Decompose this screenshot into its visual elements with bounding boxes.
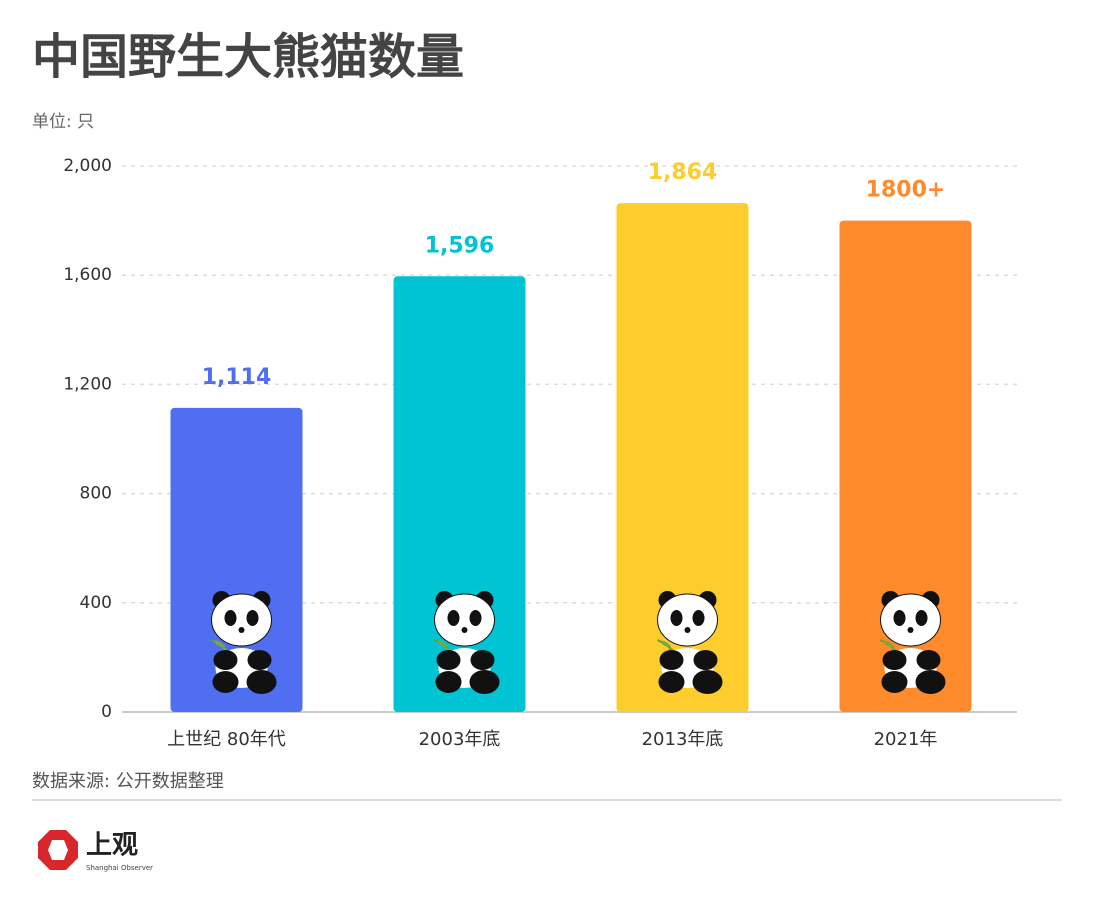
y-tick-label: 2,000 bbox=[63, 156, 112, 176]
y-tick-label: 0 bbox=[101, 702, 112, 722]
value-label: 1,596 bbox=[425, 233, 495, 258]
chart-title: 中国野生大熊猫数量 bbox=[32, 29, 464, 85]
x-tick-label: 2003年底 bbox=[419, 729, 501, 750]
x-tick-label: 上世纪 80年代 bbox=[167, 729, 286, 750]
logo-sub: Shanghai Observer bbox=[86, 864, 153, 872]
value-label: 1800+ bbox=[866, 178, 946, 203]
logo: 上观 bbox=[86, 831, 138, 861]
bar bbox=[616, 203, 749, 713]
x-tick-label: 2013年底 bbox=[642, 729, 724, 750]
value-label: 1,864 bbox=[648, 160, 718, 185]
bar bbox=[393, 276, 526, 712]
y-tick-label: 1,200 bbox=[63, 374, 112, 394]
y-tick-label: 400 bbox=[80, 593, 112, 613]
y-tick-label: 1,600 bbox=[63, 265, 112, 285]
source: 数据来源: 公开数据整理 bbox=[32, 771, 224, 792]
subtitle: 单位: 只 bbox=[32, 112, 94, 132]
x-tick-label: 2021年 bbox=[874, 729, 938, 750]
bar bbox=[839, 220, 972, 712]
y-tick-label: 800 bbox=[80, 484, 112, 504]
logo-icon bbox=[38, 830, 78, 870]
bar bbox=[170, 407, 303, 712]
value-label: 1,114 bbox=[202, 365, 272, 390]
